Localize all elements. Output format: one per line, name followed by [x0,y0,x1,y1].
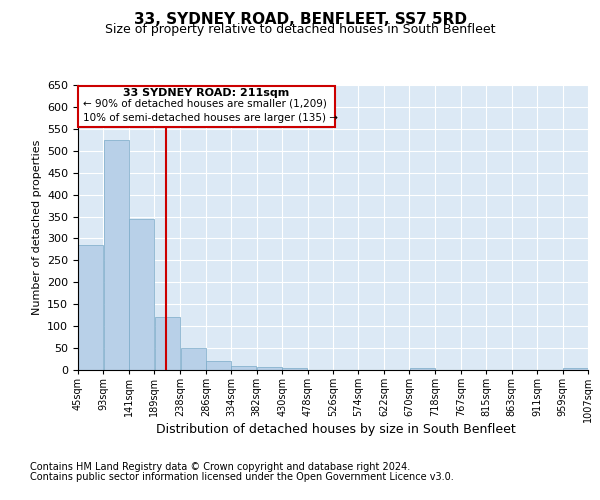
Bar [78,245,103,370]
Bar [129,218,154,370]
Text: 10% of semi-detached houses are larger (135) →: 10% of semi-detached houses are larger (… [83,112,338,122]
Text: Contains HM Land Registry data © Crown copyright and database right 2024.: Contains HM Land Registry data © Crown c… [30,462,410,472]
Bar [257,367,282,370]
Text: Contains public sector information licensed under the Open Government Licence v3: Contains public sector information licen… [30,472,454,482]
Bar [410,368,434,370]
Text: Size of property relative to detached houses in South Benfleet: Size of property relative to detached ho… [105,24,495,36]
Text: Distribution of detached houses by size in South Benfleet: Distribution of detached houses by size … [156,422,516,436]
Bar [232,366,256,370]
Text: ← 90% of detached houses are smaller (1,209): ← 90% of detached houses are smaller (1,… [83,98,327,108]
Bar [155,318,180,370]
Bar [206,361,231,370]
Bar [181,348,206,370]
Text: 33 SYDNEY ROAD: 211sqm: 33 SYDNEY ROAD: 211sqm [124,88,290,98]
Text: 33, SYDNEY ROAD, BENFLEET, SS7 5RD: 33, SYDNEY ROAD, BENFLEET, SS7 5RD [133,12,467,28]
FancyBboxPatch shape [78,86,335,126]
Bar [563,368,588,370]
Y-axis label: Number of detached properties: Number of detached properties [32,140,41,315]
Bar [283,368,307,370]
Bar [104,140,128,370]
